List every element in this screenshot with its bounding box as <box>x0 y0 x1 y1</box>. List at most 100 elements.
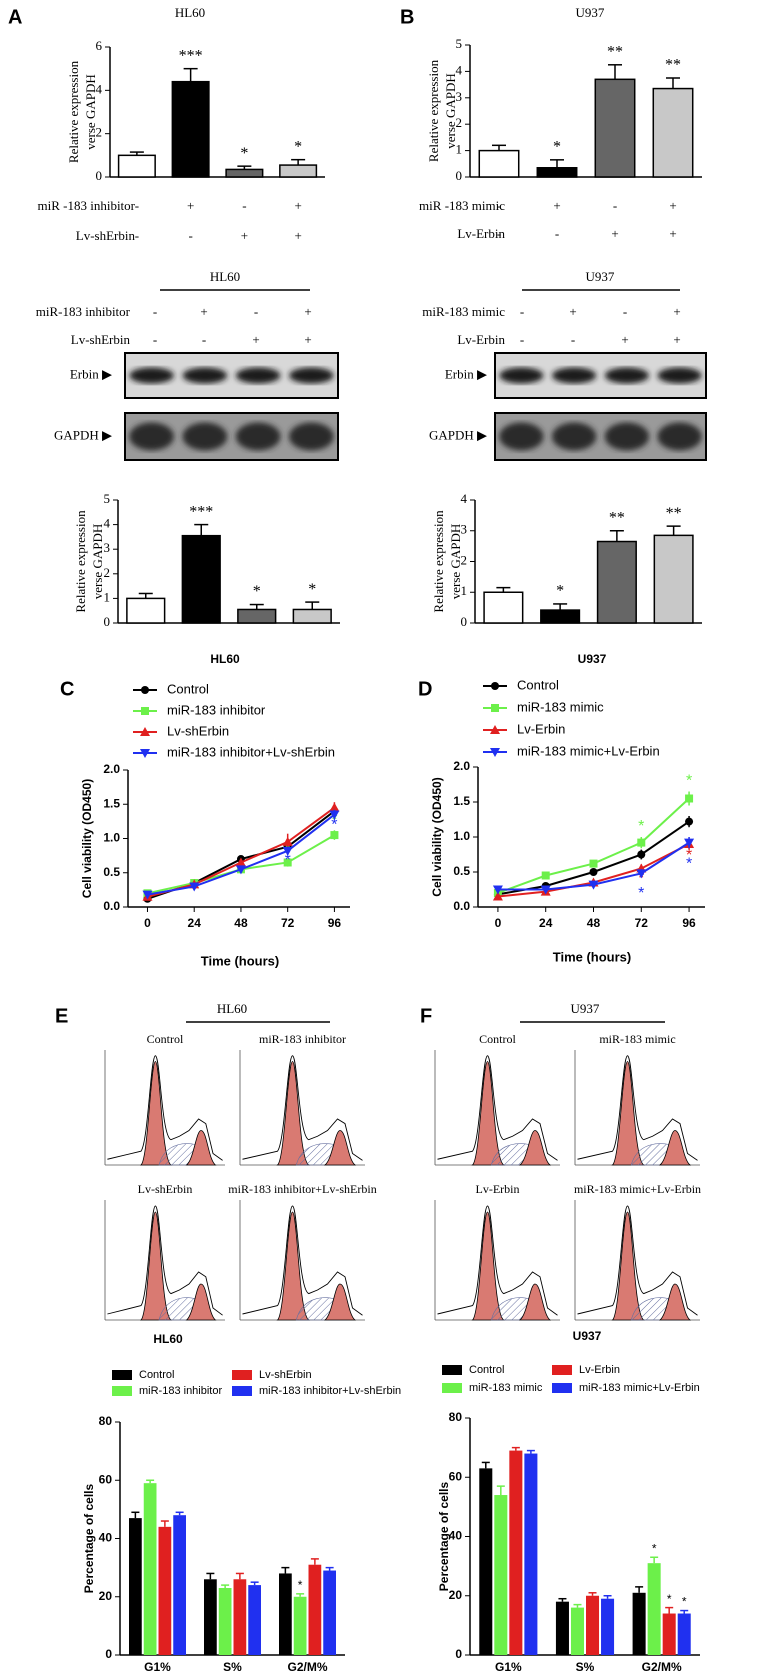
band <box>235 367 281 384</box>
y-tick-label: 2.0 <box>103 762 120 776</box>
x-tick-label: S% <box>223 1660 242 1674</box>
chart-title: HL60 <box>175 5 205 20</box>
condition-label: miR-183 mimic <box>422 304 505 319</box>
condition-mark: - <box>153 304 157 319</box>
bar <box>478 149 520 178</box>
y-tick-label: 20 <box>449 1588 463 1602</box>
x-tick-label: S% <box>576 1660 595 1674</box>
condition-label: miR -183 mimic <box>419 198 505 213</box>
condition-mark: - <box>497 198 501 213</box>
legend-swatch <box>112 1370 132 1380</box>
band <box>657 422 702 451</box>
marker <box>330 831 339 840</box>
condition-mark: - <box>202 332 206 347</box>
condition-mark: - <box>153 332 157 347</box>
bar <box>171 80 210 178</box>
g1-peak <box>276 1061 311 1166</box>
significance: * <box>682 1595 687 1609</box>
y-tick-label: 3 <box>456 89 463 104</box>
histogram-trace <box>437 1055 558 1161</box>
significance: * <box>638 885 644 902</box>
legend-marker <box>141 686 149 694</box>
band <box>289 422 334 451</box>
line <box>147 810 336 900</box>
y-tick-label: 80 <box>99 1414 113 1428</box>
legend-label: Lv-shErbin <box>167 723 229 738</box>
significance: * <box>331 817 337 834</box>
band <box>499 367 544 384</box>
band <box>235 422 281 451</box>
flow-panel-label: Lv-shErbin <box>138 1182 193 1196</box>
bar <box>173 1515 186 1655</box>
y-tick-label: 5 <box>104 491 111 506</box>
y-tick-label: 1 <box>456 142 463 157</box>
bar <box>652 87 694 178</box>
y-tick-label: 4 <box>456 62 463 77</box>
y-tick-label: 60 <box>449 1469 463 1483</box>
legend-label: miR-183 mimic <box>469 1382 543 1394</box>
significance: * <box>638 870 644 887</box>
g2-peak <box>658 1130 692 1166</box>
bar <box>129 1518 142 1655</box>
marker <box>588 880 599 890</box>
y-tick-label: 20 <box>99 1589 113 1603</box>
condition-mark: - <box>623 304 627 319</box>
panel-label: E <box>55 1005 68 1027</box>
significance: * <box>285 852 291 869</box>
x-tick-label: 96 <box>328 916 342 930</box>
flow-panel-label: miR-183 mimic+Lv-Erbin <box>574 1182 701 1196</box>
flow-panel-label: miR-183 inhibitor+Lv-shErbin <box>228 1182 376 1196</box>
bar <box>218 1588 232 1655</box>
g1-peak <box>471 1061 506 1166</box>
y-axis-label: Cell viability (OD450) <box>80 779 94 898</box>
condition-mark: + <box>200 304 207 319</box>
x-tick-label: 72 <box>281 916 295 930</box>
bar <box>524 1453 538 1655</box>
y-tick-label: 2 <box>456 115 463 130</box>
bar <box>479 1468 493 1655</box>
significance: * <box>667 1592 672 1606</box>
marker <box>282 846 293 856</box>
g2-peak <box>323 1283 357 1321</box>
legend-label: miR-183 inhibitor+Lv-shErbin <box>259 1385 401 1397</box>
significance: * <box>686 855 692 872</box>
legend-marker <box>140 727 150 736</box>
marker <box>142 890 153 900</box>
condition-mark: + <box>187 198 194 213</box>
condition-mark: - <box>613 198 617 213</box>
band <box>551 422 597 451</box>
histogram-trace <box>577 1055 698 1161</box>
histogram-trace <box>437 1205 558 1316</box>
marker <box>329 810 340 820</box>
bar <box>117 154 156 178</box>
y-tick-label: 0 <box>455 1647 462 1661</box>
y-tick-label: 4 <box>461 491 468 506</box>
y-axis-label: Percentage of cells <box>437 1481 451 1591</box>
condition-label: miR -183 inhibitor <box>38 198 136 213</box>
condition-mark: - <box>188 228 192 243</box>
bar <box>594 78 636 178</box>
y-tick-label: 3 <box>104 540 111 555</box>
marker <box>636 869 647 879</box>
bar <box>233 1579 247 1655</box>
significance: * <box>638 818 644 835</box>
legend-label: Lv-Erbin <box>517 721 565 736</box>
blot-title: HL60 <box>210 269 240 284</box>
y-axis-label: Relative expression <box>66 60 81 163</box>
marker <box>637 850 646 859</box>
bar <box>237 608 277 624</box>
g2-peak <box>185 1130 217 1166</box>
significance: * <box>331 811 337 828</box>
significance: * <box>253 583 261 600</box>
band <box>182 422 228 451</box>
marker <box>329 802 340 812</box>
g1-peak <box>139 1211 173 1321</box>
significance: ** <box>666 505 682 522</box>
y-tick-label: 2 <box>104 565 111 580</box>
significance: * <box>308 581 316 598</box>
g2-peak <box>323 1130 357 1166</box>
significance: ** <box>609 509 625 526</box>
y-tick-label: 1.5 <box>103 796 120 810</box>
x-tick-label: 96 <box>682 916 696 930</box>
significance: * <box>553 139 561 156</box>
